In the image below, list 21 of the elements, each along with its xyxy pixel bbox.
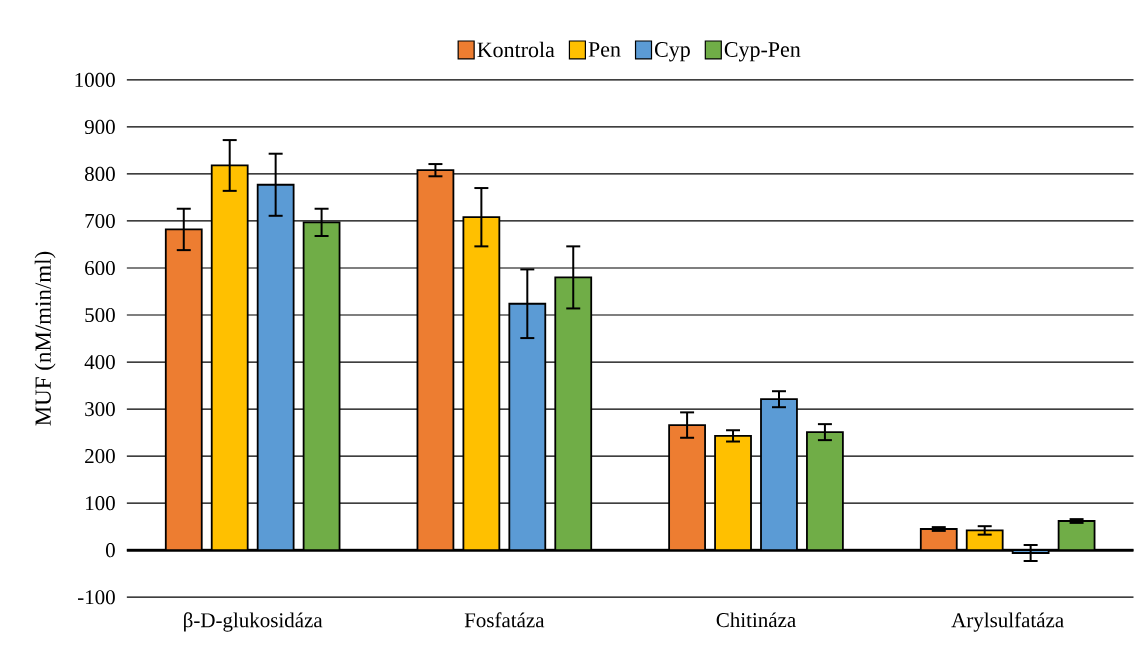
x-tick-label: Fosfatáza bbox=[464, 612, 545, 628]
y-tick-label: 600 bbox=[85, 260, 115, 276]
y-tick-label: 1000 bbox=[75, 72, 115, 87]
y-tick-label: 200 bbox=[85, 448, 115, 464]
legend-label: Cyp-Pen bbox=[724, 42, 801, 62]
y-tick-label: 700 bbox=[85, 213, 115, 228]
y-tick-label: 300 bbox=[85, 401, 115, 417]
x-tick-label: β-D-glukosidáza bbox=[184, 612, 323, 632]
y-tick-label: 500 bbox=[85, 307, 115, 323]
y-tick-label: 400 bbox=[84, 354, 115, 370]
x-tick-label: Arylsulfatáza bbox=[951, 612, 1064, 632]
y-tick-label: 0 bbox=[105, 543, 115, 558]
legend-label: Kontrola bbox=[477, 41, 555, 58]
y-tick-label: -100 bbox=[78, 590, 115, 605]
y-tick-label: 800 bbox=[85, 166, 115, 181]
legend-label: Pen bbox=[588, 42, 621, 57]
x-tick-label: Chitináza bbox=[716, 612, 796, 628]
y-tick-label: 900 bbox=[84, 119, 115, 134]
y-axis-title: MUF (nM/min/ml) bbox=[34, 251, 56, 426]
y-tick-label: 100 bbox=[86, 496, 115, 511]
legend-label: Cyp bbox=[655, 42, 690, 62]
